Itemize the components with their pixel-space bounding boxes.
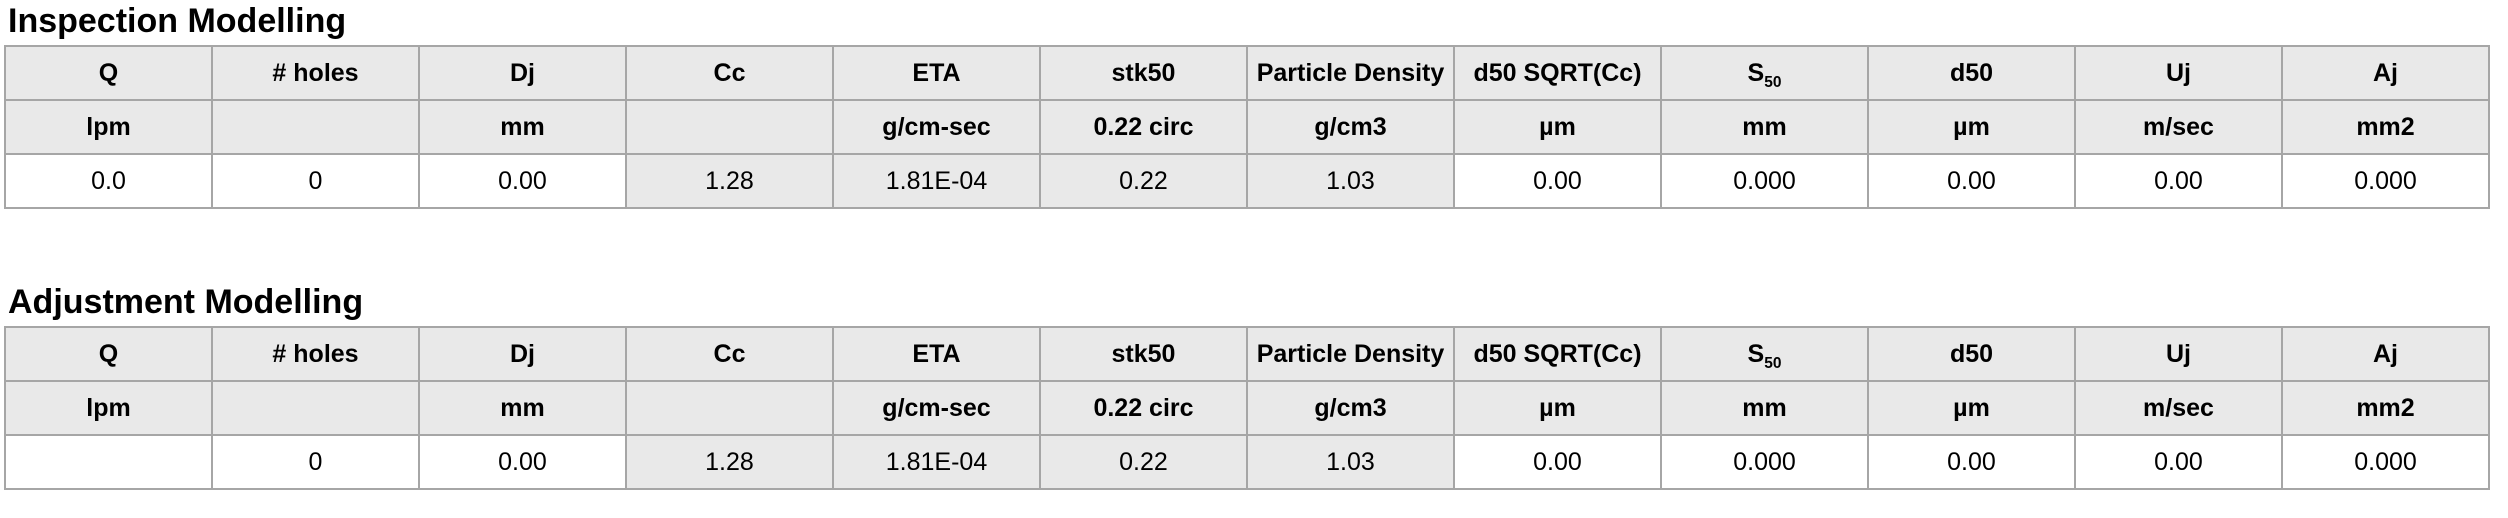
eta-unit-cell: g/cm-sec — [832, 380, 1041, 436]
units-row: lpm mm g/cm-sec 0.22 circ g/cm3 µm mm µm m/sec mm… — [4, 380, 2490, 436]
cc-value-cell[interactable]: 1.28 — [625, 434, 834, 490]
q-unit-cell: lpm — [4, 99, 213, 155]
eta-value-cell[interactable]: 1.81E-04 — [832, 153, 1041, 209]
adjustment-title: Adjustment Modelling — [8, 283, 364, 321]
s50-unit-cell: mm — [1660, 380, 1869, 436]
particle-density-value-cell[interactable]: 1.03 — [1246, 153, 1455, 209]
q-value-cell[interactable]: 0.0 — [4, 153, 213, 209]
cc-unit-cell — [625, 99, 834, 155]
holes-value-cell[interactable]: 0 — [211, 434, 420, 490]
d50-unit-cell: µm — [1867, 99, 2076, 155]
q-header-cell: Q — [4, 326, 213, 382]
uj-unit-cell: m/sec — [2074, 380, 2283, 436]
particle-density-unit-cell: g/cm3 — [1246, 380, 1455, 436]
aj-unit-cell: mm2 — [2281, 99, 2490, 155]
d50-sqrt-cc-unit-cell: µm — [1453, 99, 1662, 155]
data-row: 0.0 0 0.00 1.28 1.81E-04 0.22 1.03 0.00 0.000 0.0… — [4, 153, 2490, 209]
eta-value-cell[interactable]: 1.81E-04 — [832, 434, 1041, 490]
uj-header-cell: Uj — [2074, 326, 2283, 382]
d50-header-cell: d50 — [1867, 326, 2076, 382]
uj-value-cell[interactable]: 0.00 — [2074, 153, 2283, 209]
s50-header-cell: S50 — [1660, 45, 1869, 101]
particle-density-header-cell: Particle Density — [1246, 326, 1455, 382]
d50-value-cell[interactable]: 0.00 — [1867, 434, 2076, 490]
d50-unit-cell: µm — [1867, 380, 2076, 436]
s50-value-cell[interactable]: 0.000 — [1660, 434, 1869, 490]
d50-sqrt-cc-unit-cell: µm — [1453, 380, 1662, 436]
inspection-table: Q # holes Dj Cc ETA stk50 Particle Density d50 … — [4, 45, 2490, 209]
aj-header-cell: Aj — [2281, 45, 2490, 101]
inspection-title: Inspection Modelling — [8, 2, 347, 40]
stk50-header-cell: stk50 — [1039, 326, 1248, 382]
aj-value-cell[interactable]: 0.000 — [2281, 434, 2490, 490]
adjustment-section: Adjustment Modelling Q # holes Dj Cc ETA stk5… — [0, 283, 2508, 490]
dj-value-cell[interactable]: 0.00 — [418, 153, 627, 209]
particle-density-unit-cell: g/cm3 — [1246, 99, 1455, 155]
d50-sqrt-cc-header-cell: d50 SQRT(Cc) — [1453, 326, 1662, 382]
header-row: Q # holes Dj Cc ETA stk50 Particle Density d50 … — [4, 45, 2490, 101]
data-row: 0 0.00 1.28 1.81E-04 0.22 1.03 0.00 0.000 0.00 0.… — [4, 434, 2490, 490]
q-value-cell[interactable] — [4, 434, 213, 490]
inspection-section: Inspection Modelling Q # holes Dj Cc ETA stk5… — [0, 2, 2508, 209]
s50-header-cell: S50 — [1660, 326, 1869, 382]
adjustment-table: Q # holes Dj Cc ETA stk50 Particle Density d50 … — [4, 326, 2490, 490]
aj-unit-cell: mm2 — [2281, 380, 2490, 436]
dj-header-cell: Dj — [418, 326, 627, 382]
stk50-unit-cell: 0.22 circ — [1039, 99, 1248, 155]
eta-header-cell: ETA — [832, 45, 1041, 101]
q-unit-cell: lpm — [4, 380, 213, 436]
dj-unit-cell: mm — [418, 99, 627, 155]
d50-value-cell[interactable]: 0.00 — [1867, 153, 2076, 209]
cc-header-cell: Cc — [625, 45, 834, 101]
holes-unit-cell — [211, 99, 420, 155]
dj-header-cell: Dj — [418, 45, 627, 101]
q-header-cell: Q — [4, 45, 213, 101]
eta-unit-cell: g/cm-sec — [832, 99, 1041, 155]
dj-unit-cell: mm — [418, 380, 627, 436]
stk50-value-cell[interactable]: 0.22 — [1039, 434, 1248, 490]
dj-value-cell[interactable]: 0.00 — [418, 434, 627, 490]
particle-density-value-cell[interactable]: 1.03 — [1246, 434, 1455, 490]
particle-density-header-cell: Particle Density — [1246, 45, 1455, 101]
d50-sqrt-cc-value-cell[interactable]: 0.00 — [1453, 153, 1662, 209]
uj-unit-cell: m/sec — [2074, 99, 2283, 155]
aj-value-cell[interactable]: 0.000 — [2281, 153, 2490, 209]
cc-unit-cell — [625, 380, 834, 436]
header-row: Q # holes Dj Cc ETA stk50 Particle Density d50 … — [4, 326, 2490, 382]
stk50-value-cell[interactable]: 0.22 — [1039, 153, 1248, 209]
stk50-header-cell: stk50 — [1039, 45, 1248, 101]
eta-header-cell: ETA — [832, 326, 1041, 382]
stk50-unit-cell: 0.22 circ — [1039, 380, 1248, 436]
d50-sqrt-cc-value-cell[interactable]: 0.00 — [1453, 434, 1662, 490]
uj-header-cell: Uj — [2074, 45, 2283, 101]
holes-value-cell[interactable]: 0 — [211, 153, 420, 209]
holes-unit-cell — [211, 380, 420, 436]
holes-header-cell: # holes — [211, 45, 420, 101]
cc-header-cell: Cc — [625, 326, 834, 382]
cc-value-cell[interactable]: 1.28 — [625, 153, 834, 209]
uj-value-cell[interactable]: 0.00 — [2074, 434, 2283, 490]
units-row: lpm mm g/cm-sec 0.22 circ g/cm3 µm mm µm m/sec mm… — [4, 99, 2490, 155]
s50-unit-cell: mm — [1660, 99, 1869, 155]
d50-sqrt-cc-header-cell: d50 SQRT(Cc) — [1453, 45, 1662, 101]
holes-header-cell: # holes — [211, 326, 420, 382]
s50-value-cell[interactable]: 0.000 — [1660, 153, 1869, 209]
aj-header-cell: Aj — [2281, 326, 2490, 382]
d50-header-cell: d50 — [1867, 45, 2076, 101]
